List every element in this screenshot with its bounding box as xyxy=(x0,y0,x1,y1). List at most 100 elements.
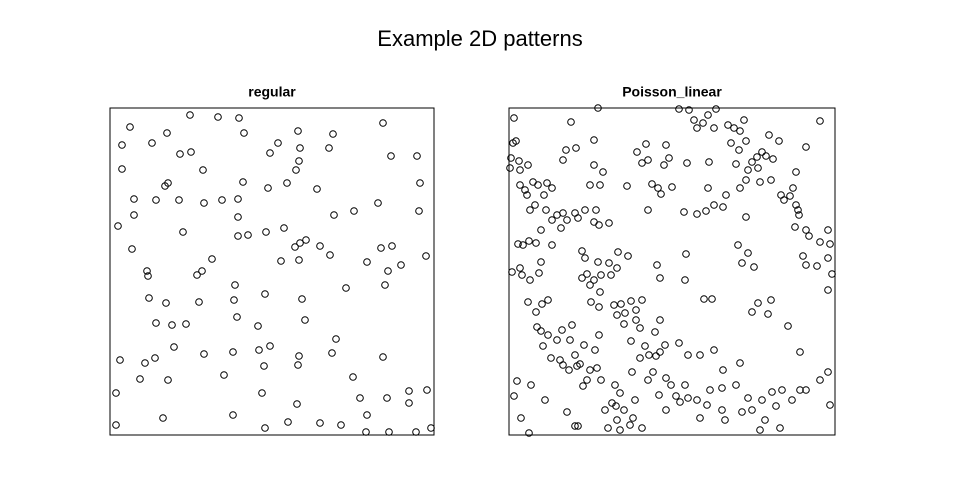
point xyxy=(118,165,126,173)
point xyxy=(750,263,758,271)
point xyxy=(775,137,783,145)
point xyxy=(756,178,764,186)
point xyxy=(342,284,350,292)
point xyxy=(526,206,534,214)
point xyxy=(316,242,324,250)
point xyxy=(796,386,804,394)
point xyxy=(616,389,624,397)
point xyxy=(516,166,524,174)
point xyxy=(534,181,542,189)
point xyxy=(163,129,171,137)
point xyxy=(255,346,263,354)
point xyxy=(738,259,746,267)
point xyxy=(578,247,586,255)
point xyxy=(718,406,726,414)
point xyxy=(186,111,194,119)
point xyxy=(516,264,524,272)
point xyxy=(295,352,303,360)
point xyxy=(518,271,526,279)
point xyxy=(574,214,582,222)
point xyxy=(676,398,684,406)
point xyxy=(170,343,178,351)
point xyxy=(295,256,303,264)
point xyxy=(730,124,738,132)
point xyxy=(519,241,527,249)
point xyxy=(387,152,395,160)
point xyxy=(762,152,770,160)
point xyxy=(613,416,621,424)
point xyxy=(583,376,591,384)
point xyxy=(235,114,243,122)
point xyxy=(151,354,159,362)
point xyxy=(130,211,138,219)
point xyxy=(261,290,269,298)
point xyxy=(587,298,595,306)
point xyxy=(199,166,207,174)
point xyxy=(548,241,556,249)
point xyxy=(330,211,338,219)
point xyxy=(586,281,594,289)
point xyxy=(702,207,710,215)
point xyxy=(579,382,587,390)
point xyxy=(553,336,561,344)
point xyxy=(116,356,124,364)
point xyxy=(510,114,518,122)
point xyxy=(559,209,567,217)
point xyxy=(521,186,529,194)
point xyxy=(699,119,707,127)
point xyxy=(623,182,631,190)
point xyxy=(294,127,302,135)
point xyxy=(718,384,726,392)
point xyxy=(681,381,689,389)
point xyxy=(538,300,546,308)
point xyxy=(719,203,727,211)
point xyxy=(595,303,603,311)
point xyxy=(680,208,688,216)
point xyxy=(258,389,266,397)
point xyxy=(266,342,274,350)
point xyxy=(767,296,775,304)
point xyxy=(748,158,756,166)
point xyxy=(507,154,515,162)
point xyxy=(738,408,746,416)
point xyxy=(148,139,156,147)
point xyxy=(152,319,160,327)
point xyxy=(590,218,598,226)
point xyxy=(597,271,605,279)
point xyxy=(385,428,393,436)
point xyxy=(644,156,652,164)
point xyxy=(557,224,565,232)
point xyxy=(200,199,208,207)
point xyxy=(592,206,600,214)
point xyxy=(363,258,371,266)
point xyxy=(621,309,629,317)
point xyxy=(802,386,810,394)
point xyxy=(607,271,615,279)
point xyxy=(294,361,302,369)
point xyxy=(568,321,576,329)
point xyxy=(776,424,784,432)
point xyxy=(736,359,744,367)
point xyxy=(544,331,552,339)
point xyxy=(563,408,571,416)
point xyxy=(559,156,567,164)
point xyxy=(412,428,420,436)
point xyxy=(544,296,552,304)
point xyxy=(527,381,535,389)
point xyxy=(397,261,405,269)
point xyxy=(696,414,704,422)
point xyxy=(517,414,525,422)
point xyxy=(526,276,534,284)
point xyxy=(423,386,431,394)
point xyxy=(802,143,810,151)
point xyxy=(508,268,516,276)
point xyxy=(362,428,370,436)
point xyxy=(293,400,301,408)
point xyxy=(542,206,550,214)
point xyxy=(661,341,669,349)
point xyxy=(824,226,832,234)
point xyxy=(596,181,604,189)
point xyxy=(559,361,567,369)
point xyxy=(388,242,396,250)
point xyxy=(753,153,761,161)
